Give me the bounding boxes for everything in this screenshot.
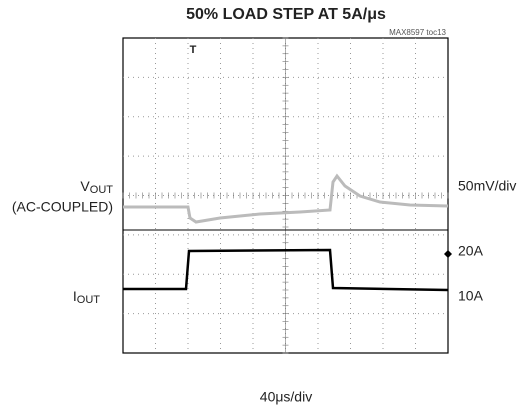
vout-note: (AC-COUPLED) <box>12 199 113 215</box>
grid <box>122 37 449 354</box>
iout-high: 20A <box>458 243 484 259</box>
svg-text:T: T <box>190 44 197 56</box>
vout-label: VOUT <box>80 178 113 196</box>
title: 50% LOAD STEP AT 5A/μs <box>186 6 386 23</box>
vout-scale: 50mV/div <box>458 178 516 194</box>
iout-label: IOUT <box>73 288 100 306</box>
time-scale: 40μs/div <box>260 389 312 405</box>
screen: T <box>122 37 452 354</box>
figure-id: MAX8597 toc13 <box>389 28 446 37</box>
iout-low: 10A <box>458 288 484 304</box>
